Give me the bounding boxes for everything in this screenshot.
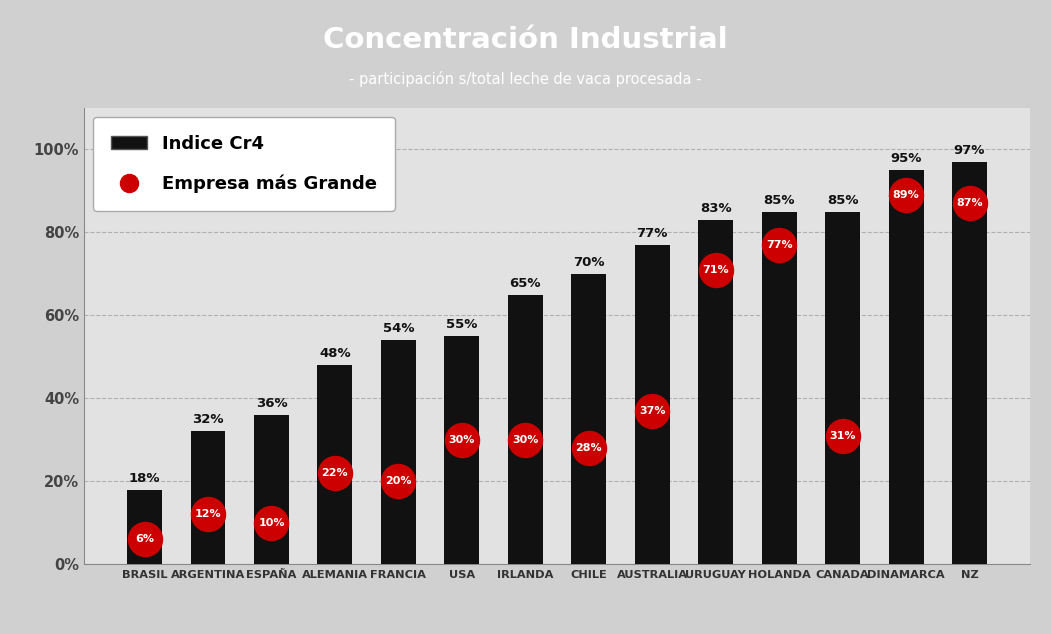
Point <box>961 198 977 209</box>
Point <box>707 264 724 275</box>
Text: 32%: 32% <box>192 413 224 427</box>
Text: 95%: 95% <box>890 152 922 165</box>
Text: 30%: 30% <box>449 435 475 445</box>
Legend: Indice Cr4, Empresa más Grande: Indice Cr4, Empresa más Grande <box>94 117 395 211</box>
Text: 18%: 18% <box>129 472 160 484</box>
Text: 65%: 65% <box>510 276 541 290</box>
Text: 22%: 22% <box>322 468 348 478</box>
Bar <box>508 295 542 564</box>
Point <box>453 435 470 445</box>
Text: 77%: 77% <box>766 240 792 250</box>
Text: 77%: 77% <box>637 227 667 240</box>
Text: 12%: 12% <box>194 510 222 519</box>
Text: 36%: 36% <box>255 397 287 410</box>
Point <box>390 476 407 486</box>
Text: 48%: 48% <box>320 347 351 360</box>
Text: 54%: 54% <box>383 322 414 335</box>
Bar <box>825 212 860 564</box>
Text: 6%: 6% <box>135 534 154 545</box>
Bar <box>762 212 797 564</box>
Text: 30%: 30% <box>512 435 538 445</box>
Text: 31%: 31% <box>829 430 856 441</box>
Point <box>580 443 597 453</box>
Point <box>834 430 851 441</box>
Bar <box>635 245 669 564</box>
Text: 28%: 28% <box>576 443 602 453</box>
Text: 87%: 87% <box>956 198 983 208</box>
Bar <box>127 489 162 564</box>
Text: 37%: 37% <box>639 406 665 416</box>
Text: 71%: 71% <box>702 264 729 275</box>
Point <box>263 518 280 528</box>
Text: 85%: 85% <box>827 193 859 207</box>
Bar <box>445 336 479 564</box>
Point <box>327 468 344 478</box>
Bar <box>698 220 734 564</box>
Bar <box>572 274 606 564</box>
Bar <box>888 170 924 564</box>
Bar <box>952 162 987 564</box>
Text: 55%: 55% <box>447 318 477 331</box>
Text: 10%: 10% <box>259 518 285 527</box>
Point <box>517 435 534 445</box>
Bar <box>317 365 352 564</box>
Text: 85%: 85% <box>763 193 795 207</box>
Text: - participación s/total leche de vaca procesada -: - participación s/total leche de vaca pr… <box>349 72 702 87</box>
Point <box>137 534 153 545</box>
Bar <box>254 415 289 564</box>
Text: 70%: 70% <box>573 256 604 269</box>
Bar <box>190 432 226 564</box>
Point <box>200 509 217 519</box>
Bar <box>380 340 416 564</box>
Text: 83%: 83% <box>700 202 731 215</box>
Point <box>644 406 661 416</box>
Point <box>770 240 787 250</box>
Text: 20%: 20% <box>385 476 412 486</box>
Point <box>898 190 914 200</box>
Text: Concentración Industrial: Concentración Industrial <box>323 26 728 54</box>
Text: 97%: 97% <box>954 144 985 157</box>
Text: 89%: 89% <box>892 190 920 200</box>
